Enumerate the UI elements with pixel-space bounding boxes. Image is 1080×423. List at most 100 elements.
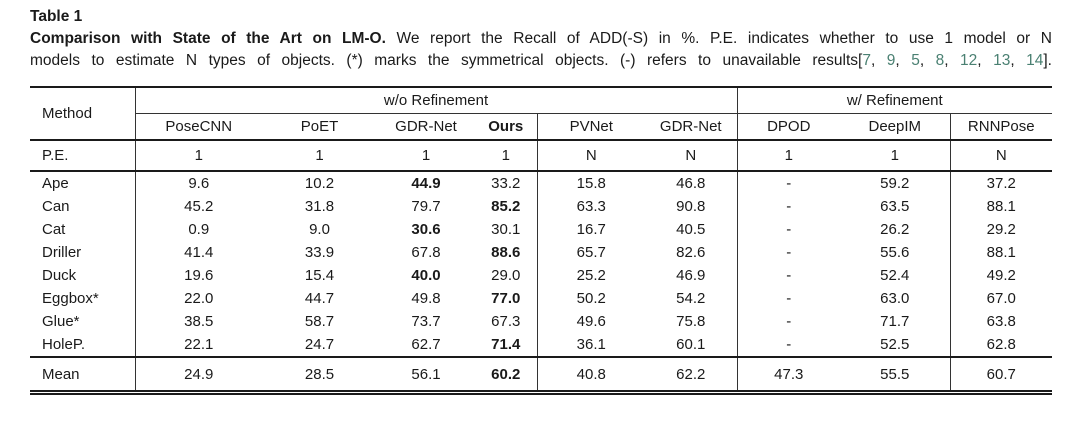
recall-value-cell: 85.2: [475, 195, 538, 218]
recall-value-cell: 46.8: [645, 171, 738, 195]
column-header: DeepIM: [840, 113, 951, 141]
recall-value-cell: 77.0: [475, 287, 538, 310]
data-table-row: Cat 0.9 9.0 30.6 30.1 16.7 40.5 - 26.2 29.2: [30, 218, 1052, 241]
citation-link[interactable]: 9: [886, 52, 896, 69]
recall-value-cell: 25.2: [576, 267, 606, 284]
data-table-row: Ape 9.6 10.2 44.9 33.2 15.8 46.8 - 59.2 37.2: [30, 171, 1052, 195]
recall-value-cell: 44.9: [411, 175, 441, 192]
recall-value-cell: 24.7: [304, 336, 335, 353]
column-header-row: PoseCNN PoET GDR-Net Ours PVNet GDR-Net DPOD De…: [30, 113, 1052, 141]
recall-value-cell: 67.0: [986, 290, 1016, 307]
group-header-row: Method w/o Refinement w/ Refinement: [30, 86, 1052, 141]
recall-value-cell: 67.8: [411, 244, 441, 261]
column-header: GDR-Net: [645, 113, 738, 141]
recall-value-cell: 9.0: [309, 221, 330, 238]
object-row-label: Driller: [30, 241, 136, 264]
group-header: w/ Refinement: [737, 86, 1052, 114]
recall-value-cell: -: [786, 267, 792, 284]
recall-value-cell: 15.8: [576, 175, 606, 192]
recall-value-cell: 37.2: [986, 175, 1016, 192]
recall-value-cell: -: [786, 290, 792, 307]
recall-value-cell: -: [786, 313, 792, 330]
citation-link[interactable]: 8: [935, 52, 945, 69]
pe-cell: N: [537, 140, 645, 172]
recall-value-cell: 59.2: [840, 171, 951, 195]
data-table-row: Duck 19.6 15.4 40.0 29.0 25.2 46.9 - 52.4 49.2: [30, 264, 1052, 287]
comparison-table: Method w/o Refinement w/ Refinement PoseCNN…: [30, 86, 1052, 395]
column-header: PoET: [262, 113, 377, 141]
mean-value-cell: 62.2: [645, 356, 738, 395]
recall-value-cell: 65.7: [576, 244, 606, 261]
pe-cell: N: [950, 140, 1052, 172]
caption-title-bold: Comparison with State of the Art on LM-O…: [30, 30, 386, 47]
citation-link[interactable]: 14: [1026, 52, 1044, 69]
recall-value-cell: 73.7: [411, 313, 441, 330]
caption-body-2: models to estimate N types of objects. (…: [30, 52, 859, 69]
pe-table-row: P.E. 1 1 1 1 N N 1 1 N: [30, 140, 1052, 172]
caption-body-1: We report the Recall of ADD(-S) in %. P.…: [385, 30, 1053, 47]
citation-link[interactable]: 13: [993, 52, 1011, 69]
pe-cell: 1: [840, 140, 951, 172]
recall-value-cell: 58.7: [304, 313, 335, 330]
recall-value-cell: 52.4: [840, 264, 951, 287]
mean-value-cell: 60.2: [475, 356, 538, 395]
data-table-row: Can 45.2 31.8 79.7 85.2 63.3 90.8 - 63.5 88.1: [30, 195, 1052, 218]
recall-value-cell: 49.6: [576, 313, 606, 330]
recall-value-cell: 46.9: [645, 264, 738, 287]
recall-value-cell: -: [786, 244, 792, 261]
data-table-row: HoleP. 22.1 24.7 62.7 71.4 36.1 60.1 - 52.5 62.8: [30, 333, 1052, 357]
mean-value-cell: 47.3: [737, 356, 840, 395]
pe-cell: 1: [377, 140, 475, 172]
table-caption: Table 1 Comparison with State of the Art…: [30, 6, 1052, 72]
recall-value-cell: 88.1: [986, 244, 1016, 261]
object-row-label: Can: [30, 195, 136, 218]
citation-list: [7, 9, 5, 8, 12, 13, 14].: [858, 52, 1052, 69]
recall-value-cell: 67.3: [475, 310, 538, 333]
recall-value-cell: 16.7: [576, 221, 606, 238]
mean-value-cell: 40.8: [537, 356, 645, 395]
citation-link[interactable]: 7: [862, 52, 871, 69]
caption-line-1: Comparison with State of the Art on LM-O…: [30, 28, 1052, 50]
recall-value-cell: -: [786, 198, 792, 215]
recall-value-cell: 50.2: [576, 290, 606, 307]
recall-value-cell: -: [786, 336, 792, 353]
recall-value-cell: 75.8: [645, 310, 738, 333]
method-corner-header: Method: [30, 86, 136, 141]
pe-cell: 1: [475, 140, 538, 172]
recall-value-cell: 30.6: [411, 221, 441, 238]
column-header: PVNet: [537, 113, 645, 141]
pe-row-label: P.E.: [30, 140, 136, 172]
recall-value-cell: 36.1: [576, 336, 606, 353]
recall-value-cell: 63.5: [840, 195, 951, 218]
recall-value-cell: 71.7: [840, 310, 951, 333]
recall-value-cell: 41.4: [184, 244, 214, 261]
object-row-label: Eggbox*: [30, 287, 136, 310]
recall-value-cell: 88.6: [475, 241, 538, 264]
column-header: PoseCNN: [135, 113, 262, 141]
column-header: GDR-Net: [377, 113, 475, 141]
recall-value-cell: 90.8: [645, 195, 738, 218]
data-table-row: Glue* 38.5 58.7 73.7 67.3 49.6 75.8 - 71.7 63.8: [30, 310, 1052, 333]
recall-value-cell: -: [786, 221, 792, 238]
pe-cell: N: [645, 140, 738, 172]
citation-link[interactable]: 5: [911, 52, 920, 69]
citation-link[interactable]: 12: [960, 52, 978, 69]
comparison-table-wrapper: Method w/o Refinement w/ Refinement PoseCNN…: [30, 86, 1052, 395]
mean-value-cell: 55.5: [840, 356, 951, 395]
column-header: DPOD: [737, 113, 840, 141]
recall-value-cell: 33.9: [304, 244, 335, 261]
recall-value-cell: 40.5: [645, 218, 738, 241]
mean-value-cell: 60.7: [950, 356, 1052, 395]
pe-cell: 1: [262, 140, 377, 172]
recall-value-cell: 19.6: [184, 267, 214, 284]
recall-value-cell: 30.1: [475, 218, 538, 241]
column-header: RNNPose: [950, 113, 1052, 141]
recall-value-cell: 29.2: [986, 221, 1016, 238]
mean-row-label: Mean: [30, 356, 136, 395]
recall-value-cell: 49.2: [986, 267, 1016, 284]
recall-value-cell: 38.5: [184, 313, 214, 330]
object-row-label: Ape: [30, 171, 136, 195]
recall-value-cell: 55.6: [840, 241, 951, 264]
object-row-label: Duck: [30, 264, 136, 287]
